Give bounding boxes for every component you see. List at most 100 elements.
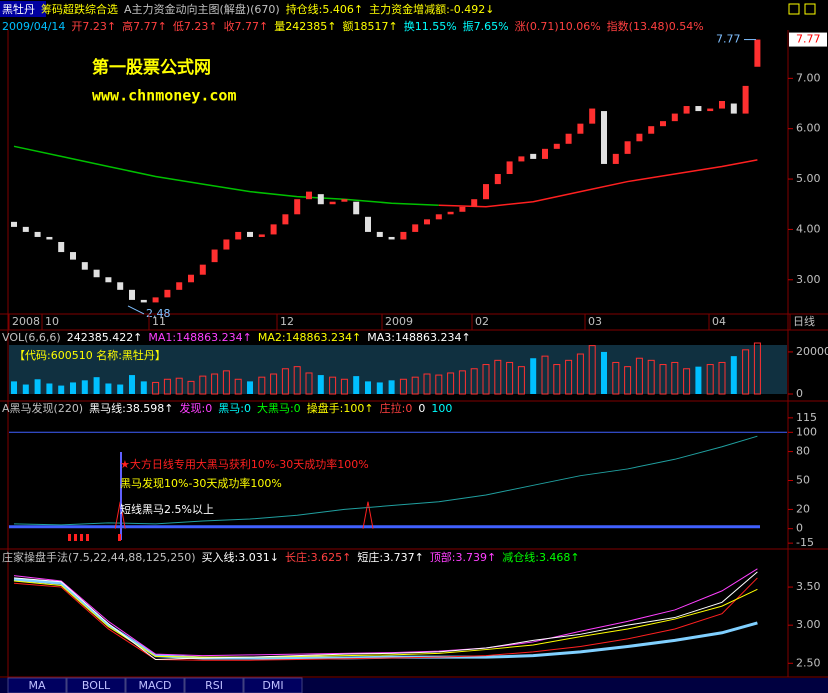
- volume-bar: [187, 380, 195, 395]
- header-text: 242385.422↑: [67, 331, 143, 344]
- tab[interactable]: [7, 677, 67, 693]
- header-text: 持仓线:5.406↑: [286, 2, 363, 16]
- volume-bar: [695, 366, 702, 394]
- volume-bar: [340, 378, 348, 395]
- tab-label[interactable]: MACD: [139, 679, 172, 692]
- candle: [70, 252, 76, 260]
- header-text: 黑马:0: [218, 402, 251, 415]
- candle: [211, 249, 218, 263]
- volume-bar: [199, 375, 207, 395]
- date-label: 04: [712, 315, 726, 328]
- dealer-line: [13, 577, 758, 660]
- y-tick-label: 0: [796, 522, 803, 535]
- signal-bar: [80, 534, 83, 541]
- y-tick-label: 0: [796, 387, 803, 400]
- y-tick-label: 6.00: [796, 122, 821, 135]
- candle: [483, 184, 489, 200]
- candle: [152, 297, 159, 303]
- volume-bar: [163, 378, 171, 395]
- volume-bar: [506, 361, 514, 395]
- candle: [683, 106, 690, 114]
- volume-bar: [46, 383, 53, 394]
- candle: [282, 214, 289, 225]
- candle: [695, 106, 702, 112]
- y-tick-label: 50: [796, 474, 810, 487]
- tab[interactable]: [243, 677, 303, 693]
- volume-bar: [612, 361, 620, 395]
- header-text: 庄拉:0: [380, 401, 413, 415]
- window-button[interactable]: [788, 3, 800, 15]
- volume-bar: [718, 361, 726, 395]
- candle: [105, 277, 112, 283]
- horse-line: [13, 435, 758, 526]
- candle: [589, 108, 596, 124]
- dealer-line: [13, 568, 758, 657]
- date-label: 03: [588, 315, 602, 328]
- y-tick-label: 3.00: [796, 273, 821, 286]
- tab-label[interactable]: RSI: [205, 679, 223, 692]
- volume-bar: [234, 378, 242, 395]
- tab-label[interactable]: BOLL: [82, 679, 111, 692]
- volume-bar: [541, 355, 549, 395]
- header-text: 换11.55%: [404, 19, 457, 33]
- tab[interactable]: [66, 677, 126, 693]
- volume-bar: [353, 376, 360, 394]
- candle: [624, 141, 631, 154]
- candle: [730, 103, 737, 114]
- header-text: 振7.65%: [463, 19, 509, 33]
- date-label: 12: [280, 315, 294, 328]
- volume-bar: [671, 361, 679, 395]
- volume-bar: [140, 381, 147, 394]
- volume-bar: [423, 373, 431, 395]
- candle: [164, 289, 171, 298]
- candle: [188, 274, 194, 283]
- header-text: 涨(0.71)10.06%: [515, 20, 601, 33]
- volume-bar: [482, 364, 490, 395]
- tab[interactable]: [184, 677, 244, 693]
- candle: [660, 121, 666, 127]
- volume-bar: [293, 366, 301, 395]
- low-label: 2.48: [146, 307, 171, 320]
- candle: [518, 156, 525, 162]
- volume-bar: [565, 359, 573, 395]
- window-button[interactable]: [804, 3, 816, 15]
- candle: [247, 231, 253, 237]
- header-text: 2009/04/14: [2, 20, 65, 33]
- candle: [235, 231, 242, 240]
- header-text: 顶部:3.739↑: [430, 550, 496, 564]
- date-label: 10: [45, 315, 59, 328]
- candle: [435, 214, 442, 220]
- candle: [317, 194, 324, 205]
- header-text: 指数(13.48)0.54%: [607, 19, 704, 33]
- header-text: 收7.77↑: [224, 19, 269, 33]
- header-text: MA1:148863.234↑: [148, 331, 251, 344]
- header-text: 100: [431, 402, 452, 415]
- volume-bar: [494, 359, 502, 395]
- candle: [223, 239, 230, 250]
- volume-bar: [34, 379, 41, 394]
- volume-bar: [470, 368, 478, 395]
- header-text: MA2:148863.234↑: [258, 331, 361, 344]
- candle: [199, 264, 206, 275]
- header-text: A主力资金动向主图(解盘)(670): [124, 2, 280, 16]
- y-tick-label: 80: [796, 445, 810, 458]
- candle: [270, 224, 277, 235]
- tab[interactable]: [125, 677, 185, 693]
- volume-bar: [388, 380, 395, 394]
- candle: [459, 206, 466, 212]
- header-text: 低7.23↑: [173, 20, 218, 33]
- candle: [636, 133, 643, 142]
- volume-bar: [435, 374, 443, 395]
- candle: [294, 199, 301, 215]
- volume-bar: [624, 366, 632, 395]
- date-label: 2009: [385, 315, 413, 328]
- tab-label[interactable]: DMI: [262, 679, 283, 692]
- dealer-line: [13, 577, 758, 661]
- header-text: 额18517↑: [343, 20, 398, 33]
- y-tick-label: 2.50: [796, 656, 821, 669]
- date-label: 02: [475, 315, 489, 328]
- tab-label[interactable]: MA: [28, 679, 45, 692]
- volume-band: [9, 345, 787, 394]
- header-text: 发现:0: [180, 401, 213, 415]
- volume-bar: [706, 364, 714, 395]
